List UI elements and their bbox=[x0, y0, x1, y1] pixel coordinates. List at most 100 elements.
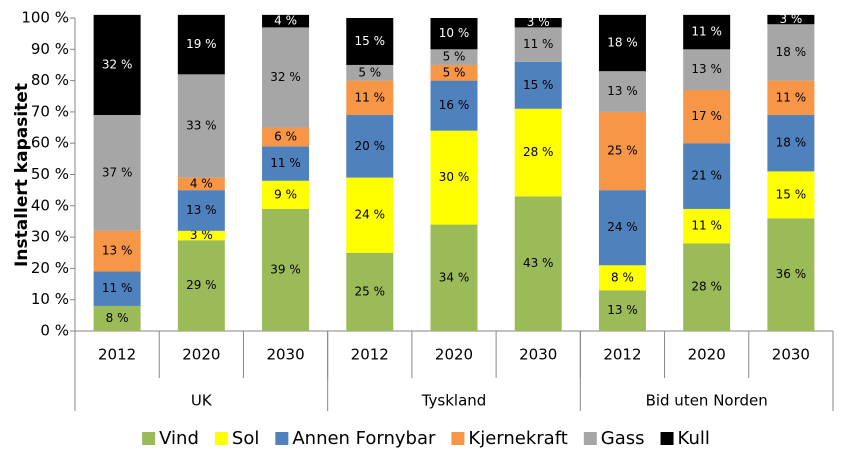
bar-segment bbox=[767, 24, 815, 81]
legend-label: Annen Fornybar bbox=[292, 428, 436, 449]
legend-swatch bbox=[583, 432, 597, 445]
bar-segment bbox=[767, 80, 815, 116]
data-label: 11 % bbox=[270, 156, 301, 170]
legend-swatch bbox=[275, 432, 289, 445]
data-label: 28 % bbox=[691, 280, 722, 294]
y-tick-label: 40 % bbox=[31, 196, 69, 214]
data-label: 11 % bbox=[355, 90, 386, 104]
x-tick-label: 2030 bbox=[266, 346, 304, 364]
data-label: 5 % bbox=[443, 50, 466, 64]
data-label: 9 % bbox=[274, 187, 297, 201]
legend-swatch bbox=[660, 432, 674, 445]
x-tick-label: 2012 bbox=[351, 346, 389, 364]
data-label: 37 % bbox=[102, 165, 133, 179]
data-label: 15 % bbox=[776, 187, 807, 201]
bar-segment bbox=[430, 18, 478, 50]
data-label: 13 % bbox=[691, 62, 722, 76]
bar-segment bbox=[767, 171, 815, 219]
bar-segment bbox=[430, 49, 478, 65]
bar-segment bbox=[262, 127, 310, 147]
bar-segment bbox=[262, 27, 310, 128]
y-tick-label: 0 % bbox=[40, 322, 69, 340]
data-label: 3 % bbox=[779, 12, 802, 26]
bar-segment bbox=[598, 265, 646, 291]
bar-segment bbox=[346, 18, 394, 65]
data-label: 11 % bbox=[691, 219, 722, 233]
legend-label: Gass bbox=[601, 428, 645, 449]
bar-segment bbox=[93, 115, 141, 231]
x-tick-label: 2030 bbox=[772, 346, 810, 364]
bar-segment bbox=[177, 74, 225, 178]
group-label: UK bbox=[191, 392, 213, 410]
data-label: 28 % bbox=[523, 145, 554, 159]
bar-segment bbox=[177, 14, 225, 75]
data-label: 5 % bbox=[443, 65, 466, 79]
bar-segment bbox=[514, 108, 562, 197]
data-label: 24 % bbox=[355, 208, 386, 222]
bar-segment bbox=[430, 224, 478, 331]
data-label: 11 % bbox=[776, 90, 807, 104]
bar-segment bbox=[598, 14, 646, 72]
data-label: 32 % bbox=[102, 57, 133, 71]
data-label: 20 % bbox=[355, 139, 386, 153]
bar-segment bbox=[346, 177, 394, 253]
data-label: 18 % bbox=[776, 136, 807, 150]
data-label: 15 % bbox=[355, 34, 386, 48]
bar-segment bbox=[767, 14, 815, 25]
bar-segment bbox=[177, 230, 225, 241]
bar-segment bbox=[767, 115, 815, 172]
data-label: 39 % bbox=[270, 262, 301, 276]
bar-segment bbox=[177, 190, 225, 231]
y-tick-label: 100 % bbox=[21, 9, 69, 27]
data-label: 6 % bbox=[274, 129, 297, 143]
bar-segment bbox=[683, 208, 731, 244]
bar-segment bbox=[262, 180, 310, 209]
data-label: 32 % bbox=[270, 70, 301, 84]
y-tick-label: 50 % bbox=[31, 165, 69, 183]
data-label: 13 % bbox=[607, 303, 638, 317]
bar-segment bbox=[598, 111, 646, 191]
bar-segment bbox=[683, 49, 731, 90]
bar-segment bbox=[177, 177, 225, 191]
data-label: 10 % bbox=[439, 26, 470, 40]
legend-label: Kull bbox=[678, 428, 710, 449]
data-label: 4 % bbox=[190, 176, 213, 190]
bar-segment bbox=[514, 18, 562, 28]
data-label: 36 % bbox=[776, 267, 807, 281]
y-tick-label: 30 % bbox=[31, 228, 69, 246]
bar-segment bbox=[346, 80, 394, 116]
data-label: 11 % bbox=[523, 37, 554, 51]
data-label: 3 % bbox=[190, 228, 213, 242]
bar-segment bbox=[430, 64, 478, 81]
bar-segment bbox=[262, 14, 310, 28]
bar-segment bbox=[93, 305, 141, 331]
bar-segment bbox=[93, 230, 141, 272]
y-tick-label: 20 % bbox=[31, 259, 69, 277]
data-label: 13 % bbox=[102, 244, 133, 258]
data-label: 30 % bbox=[439, 170, 470, 184]
legend-swatch bbox=[214, 432, 228, 445]
data-label: 5 % bbox=[358, 65, 381, 79]
data-label: 17 % bbox=[691, 109, 722, 123]
legend-label: Sol bbox=[232, 428, 259, 449]
data-label: 4 % bbox=[274, 14, 297, 28]
bar-segment bbox=[93, 271, 141, 306]
data-label: 21 % bbox=[691, 169, 722, 183]
data-label: 43 % bbox=[523, 256, 554, 270]
x-tick-label: 2020 bbox=[435, 346, 473, 364]
data-label: 33 % bbox=[186, 118, 217, 132]
data-label: 25 % bbox=[607, 144, 638, 158]
bar-segment bbox=[346, 115, 394, 178]
bar-segment bbox=[346, 252, 394, 331]
group-label: Tyskland bbox=[421, 392, 487, 410]
y-tick-label: 60 % bbox=[31, 134, 69, 152]
bar-segment bbox=[514, 27, 562, 62]
data-label: 18 % bbox=[607, 36, 638, 50]
y-tick-label: 10 % bbox=[31, 290, 69, 308]
data-label: 19 % bbox=[186, 37, 217, 51]
x-tick-label: 2012 bbox=[603, 346, 641, 364]
data-label: 13 % bbox=[186, 203, 217, 217]
y-tick-label: 80 % bbox=[31, 71, 69, 89]
data-label: 29 % bbox=[186, 278, 217, 292]
